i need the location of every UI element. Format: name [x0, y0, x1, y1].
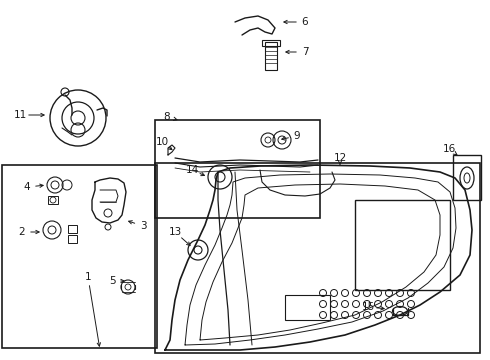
Bar: [355, 200, 450, 290]
Text: 8: 8: [164, 112, 171, 122]
Bar: [285, 295, 330, 320]
Text: 4: 4: [24, 182, 30, 192]
Bar: [68, 225, 77, 233]
Text: 15: 15: [362, 302, 375, 312]
Text: 7: 7: [302, 47, 308, 57]
Bar: [155, 163, 480, 353]
Text: 11: 11: [13, 110, 26, 120]
Text: 10: 10: [155, 137, 169, 147]
Bar: [155, 120, 320, 218]
Bar: [262, 40, 280, 46]
Text: 9: 9: [294, 131, 300, 141]
Text: 5: 5: [109, 276, 115, 286]
Text: 16: 16: [442, 144, 456, 154]
Text: 3: 3: [140, 221, 147, 231]
Text: 1: 1: [85, 272, 91, 282]
Bar: [265, 42, 277, 70]
Text: 6: 6: [302, 17, 308, 27]
Bar: [453, 155, 481, 200]
Text: 14: 14: [185, 165, 198, 175]
Bar: [68, 235, 77, 243]
Bar: [48, 196, 58, 204]
Text: 2: 2: [19, 227, 25, 237]
Text: 12: 12: [333, 153, 346, 163]
Text: 13: 13: [169, 227, 182, 237]
Bar: [2, 165, 157, 348]
